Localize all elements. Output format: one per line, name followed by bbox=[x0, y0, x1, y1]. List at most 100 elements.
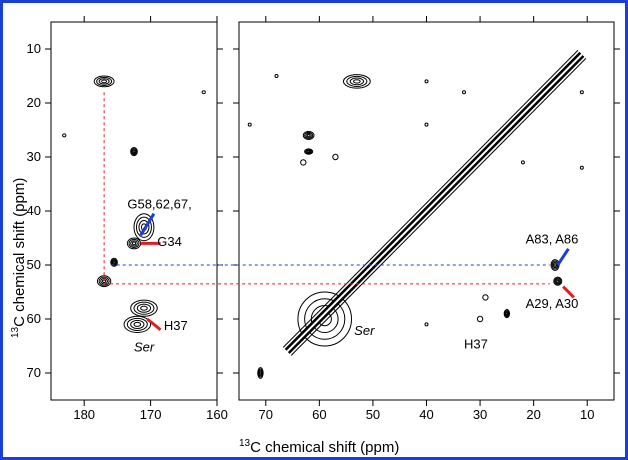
y-axis-title: 13C chemical shift (ppm) bbox=[10, 178, 28, 338]
contour-peak-21 bbox=[259, 371, 262, 375]
pointer-arrow-0 bbox=[139, 212, 156, 237]
contour-peak-10 bbox=[346, 75, 368, 87]
x-tick-label: 170 bbox=[140, 407, 162, 422]
contour-peak-18 bbox=[504, 310, 510, 318]
diagonal-contour-outer-b bbox=[290, 58, 587, 356]
contour-peak-1 bbox=[132, 150, 136, 154]
contour-peak-12 bbox=[305, 149, 313, 155]
peak-label-4: Ser bbox=[354, 323, 375, 338]
contour-peak-2 bbox=[133, 213, 155, 242]
y-tick-label: 30 bbox=[27, 149, 41, 164]
contour-peak-25 bbox=[579, 90, 584, 95]
contour-peak-12 bbox=[306, 149, 312, 154]
contour-peak-3 bbox=[131, 241, 137, 246]
y-tick-label: 60 bbox=[27, 311, 41, 326]
contour-peak-27 bbox=[247, 122, 252, 127]
contour-peak-6 bbox=[140, 305, 148, 311]
contour-peak-17 bbox=[476, 315, 484, 323]
contour-peak-13 bbox=[300, 159, 307, 166]
contour-peak-28 bbox=[520, 160, 525, 165]
contour-peak-0 bbox=[96, 76, 113, 86]
peak-label-7: A29, A30 bbox=[526, 296, 579, 311]
contour-peak-7 bbox=[130, 319, 145, 329]
contour-peak-15 bbox=[297, 291, 353, 347]
contour-peak-19 bbox=[552, 261, 558, 269]
contour-peak-30 bbox=[424, 322, 429, 327]
contour-peak-2 bbox=[138, 219, 150, 235]
contour-peak-11 bbox=[306, 133, 311, 137]
contour-peak-0 bbox=[93, 75, 115, 88]
peak-label-0: G58,62,67, bbox=[127, 196, 191, 211]
contour-peak-6 bbox=[130, 299, 158, 317]
contour-peak-20 bbox=[553, 276, 563, 286]
contour-peak-29 bbox=[579, 165, 584, 170]
peak-label-1: G34 bbox=[157, 234, 182, 249]
contour-peak-3 bbox=[130, 240, 138, 247]
contour-peak-20 bbox=[556, 279, 560, 283]
contour-peak-2 bbox=[135, 216, 152, 238]
contour-peak-24 bbox=[462, 90, 466, 95]
x-tick-label: 160 bbox=[206, 407, 228, 422]
contour-peak-9 bbox=[201, 90, 206, 95]
x-tick-label: 60 bbox=[312, 407, 326, 422]
contour-peak-14 bbox=[332, 153, 339, 161]
contour-peak-15 bbox=[304, 298, 346, 340]
contour-peak-10 bbox=[349, 77, 365, 86]
contour-peak-4 bbox=[112, 260, 116, 264]
contour-peak-8 bbox=[62, 133, 67, 138]
contour-peak-11 bbox=[302, 130, 315, 140]
contour-peak-4 bbox=[110, 257, 118, 267]
pointer-arrow-2 bbox=[146, 317, 162, 331]
peak-label-6: A83, A86 bbox=[526, 231, 579, 246]
contour-peak-0 bbox=[101, 79, 108, 84]
contour-peak-16 bbox=[482, 294, 489, 301]
contour-peak-12 bbox=[307, 150, 311, 153]
y-tick-label: 70 bbox=[27, 365, 41, 380]
contour-peak-1 bbox=[131, 149, 137, 155]
contour-peak-7 bbox=[133, 321, 142, 327]
contour-peak-18 bbox=[505, 312, 509, 316]
contour-peak-1 bbox=[130, 147, 138, 157]
peak-label-2: H37 bbox=[164, 318, 188, 333]
peak-label-5: H37 bbox=[464, 337, 488, 352]
contour-peak-19 bbox=[553, 263, 557, 267]
contour-peak-11 bbox=[305, 132, 312, 138]
x-tick-label: 70 bbox=[259, 407, 273, 422]
contour-peak-1 bbox=[131, 148, 137, 156]
contour-peak-12 bbox=[304, 148, 314, 155]
contour-peak-22 bbox=[274, 74, 279, 78]
diagonal-ridge-core bbox=[286, 53, 583, 353]
contour-peak-5 bbox=[96, 275, 112, 288]
y-tick-label: 20 bbox=[27, 95, 41, 110]
contour-peak-21 bbox=[257, 367, 264, 379]
x-tick-label: 20 bbox=[526, 407, 540, 422]
y-tick-label: 50 bbox=[27, 257, 41, 272]
contour-peak-6 bbox=[133, 301, 155, 315]
contour-peak-4 bbox=[111, 258, 118, 266]
pointer-arrow-3 bbox=[556, 247, 570, 266]
peak-label-3: Ser bbox=[134, 339, 155, 354]
contour-peak-18 bbox=[503, 309, 511, 319]
x-tick-label: 40 bbox=[419, 407, 433, 422]
contour-peak-21 bbox=[257, 368, 263, 378]
contour-peak-18 bbox=[505, 311, 509, 317]
pointer-arrow-4 bbox=[562, 285, 575, 299]
y-tick-label: 10 bbox=[27, 41, 41, 56]
contour-peak-20 bbox=[555, 278, 561, 284]
contour-peak-6 bbox=[136, 303, 152, 313]
contour-peak-20 bbox=[554, 277, 562, 285]
contour-peak-23 bbox=[424, 79, 429, 84]
x-axis-title: 13C chemical shift (ppm) bbox=[239, 438, 399, 456]
x-tick-label: 30 bbox=[473, 407, 487, 422]
contour-peak-21 bbox=[258, 369, 263, 377]
contour-peak-4 bbox=[111, 259, 117, 265]
contour-peak-3 bbox=[128, 238, 140, 248]
y-tick-label: 40 bbox=[27, 203, 41, 218]
x-tick-label: 50 bbox=[366, 407, 380, 422]
contour-peak-7 bbox=[126, 317, 148, 331]
diagonal-contour-outer-a bbox=[282, 50, 579, 348]
contour-peak-7 bbox=[123, 315, 152, 333]
contour-peak-26 bbox=[424, 122, 429, 127]
x-tick-label: 10 bbox=[580, 407, 594, 422]
